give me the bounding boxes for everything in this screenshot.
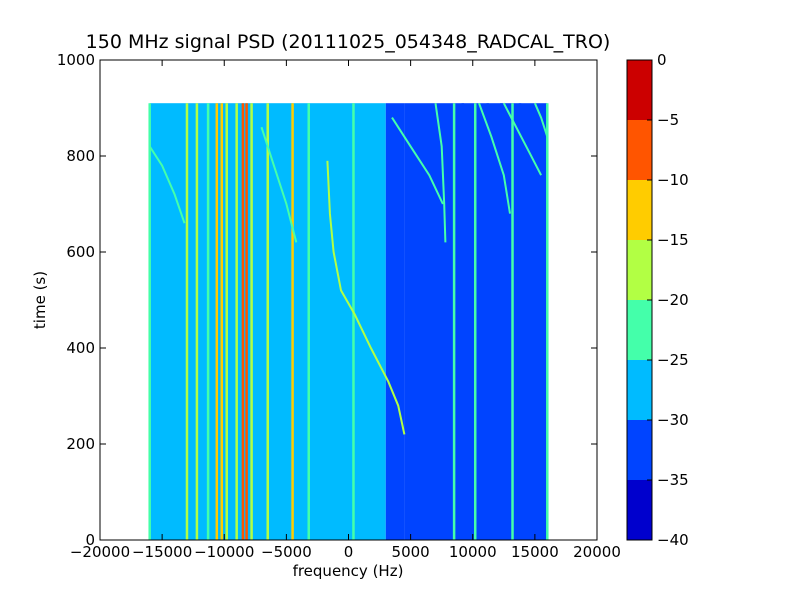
colorbar-band-2: [627, 360, 652, 420]
signal-track-3: [391, 117, 444, 205]
y-tick-label-0: 0: [85, 531, 95, 549]
colorbar-tick-label-3: −15: [657, 231, 689, 249]
colorbar-tick-label-0: 0: [657, 51, 667, 69]
colorbar-band-4: [627, 240, 652, 300]
colorbar-band-0: [627, 480, 652, 540]
y-tick-label-1: 200: [66, 435, 95, 453]
x-tick-label-6: 10000: [449, 543, 497, 561]
signal-track-6: [502, 102, 542, 176]
x-axis-label: frequency (Hz): [293, 562, 404, 580]
colorbar-tick-label-7: −35: [657, 471, 689, 489]
x-tick-label-5: 5000: [392, 543, 430, 561]
spectrogram-plot: [148, 102, 549, 540]
colorbar: [626, 59, 653, 541]
colorbar-band-1: [627, 420, 652, 480]
y-tick-label-3: 600: [66, 243, 95, 261]
colorbar-tick-label-5: −25: [657, 351, 689, 369]
signal-track-2: [260, 126, 298, 243]
colorbar-tick-label-6: −30: [657, 411, 689, 429]
background-region-1: [385, 103, 405, 540]
y-axis-label: time (s): [31, 271, 49, 329]
colorbar-tick-label-4: −20: [657, 291, 689, 309]
y-tick-label-4: 800: [66, 147, 95, 165]
signal-track-0: [326, 160, 406, 435]
x-tick-label-1: −15000: [132, 543, 192, 561]
y-axis-ticks: 0 200 400 600 800 1000: [57, 51, 597, 549]
chart-title: 150 MHz signal PSD (20111025_054348_RADC…: [86, 31, 611, 53]
x-tick-label-0: −20000: [70, 543, 130, 561]
signal-track-4: [434, 103, 447, 243]
colorbar-band-6: [627, 120, 652, 180]
x-tick-label-2: −10000: [194, 543, 254, 561]
signal-track-7: [533, 102, 549, 138]
colorbar-ticks: 0 −5 −10 −15 −20 −25 −30 −35 −40: [647, 51, 689, 549]
x-tick-label-3: −5000: [261, 543, 312, 561]
y-tick-label-5: 1000: [57, 51, 95, 69]
y-tick-label-2: 400: [66, 339, 95, 357]
colorbar-band-5: [627, 180, 652, 240]
signal-track-5: [478, 102, 511, 214]
signal-track-1: [148, 145, 186, 224]
x-tick-label-7: 15000: [511, 543, 559, 561]
colorbar-tick-label-8: −40: [657, 531, 689, 549]
x-axis-ticks: −20000 −15000 −10000 −5000 0 5000 10000 15000 20…: [70, 60, 621, 561]
colorbar-band-3: [627, 300, 652, 360]
colorbar-tick-label-2: −10: [657, 171, 689, 189]
colorbar-band-7: [627, 60, 652, 120]
colorbar-tick-label-1: −5: [657, 111, 679, 129]
x-tick-label-4: 0: [344, 543, 354, 561]
x-tick-label-8: 20000: [573, 543, 621, 561]
